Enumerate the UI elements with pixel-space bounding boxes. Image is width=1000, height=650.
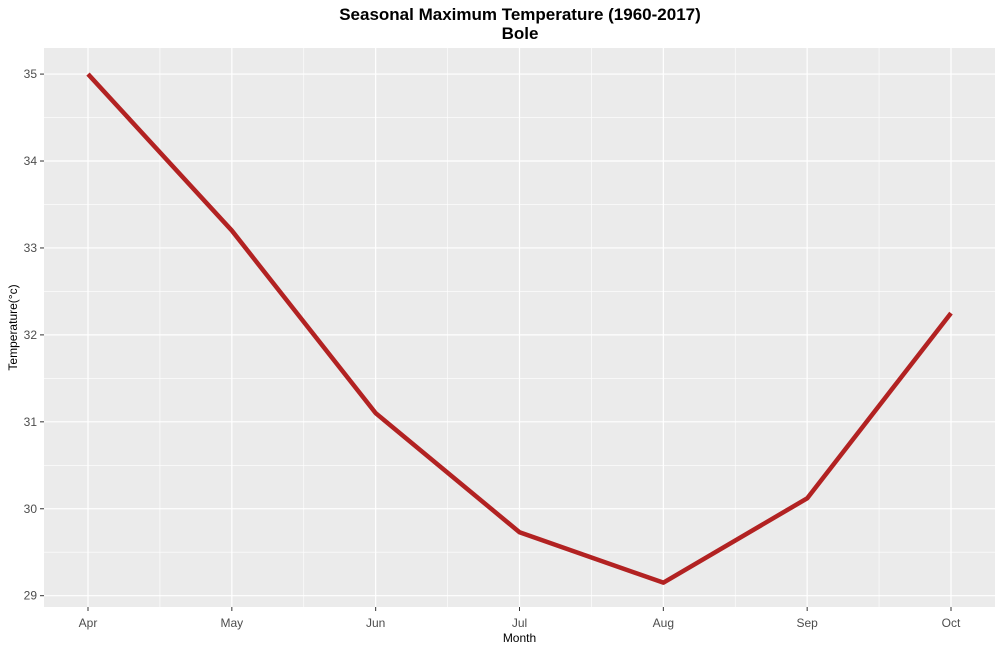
y-axis-title: Temperature(°c)	[6, 284, 20, 370]
x-tick-label: Aug	[653, 616, 674, 630]
x-axis: Apr May Jun Jul Aug Sep Oct	[79, 607, 961, 630]
y-tick-label: 29	[24, 589, 38, 603]
x-axis-title: Month	[503, 631, 536, 645]
x-tick-label: Apr	[79, 616, 98, 630]
x-tick-label: Sep	[796, 616, 818, 630]
y-tick-label: 31	[24, 415, 38, 429]
series-layer	[86, 72, 953, 585]
y-tick-label: 35	[24, 67, 38, 81]
major-gridlines	[44, 48, 995, 607]
y-tick-label: 30	[24, 502, 38, 516]
x-tick-label: May	[220, 616, 243, 630]
y-axis: 29 30 31 32 33 34 35	[24, 67, 44, 603]
x-tick-label: Jul	[512, 616, 527, 630]
y-tick-label: 33	[24, 241, 38, 255]
chart-title-block: Seasonal Maximum Temperature (1960-2017)…	[0, 5, 1000, 43]
series-line	[86, 72, 953, 585]
x-tick-label: Jun	[366, 616, 385, 630]
chart-title: Seasonal Maximum Temperature (1960-2017)	[339, 5, 701, 24]
chart-subtitle: Bole	[501, 24, 539, 43]
y-tick-label: 32	[24, 328, 38, 342]
x-tick-label: Oct	[942, 616, 961, 630]
y-tick-label: 34	[24, 154, 38, 168]
